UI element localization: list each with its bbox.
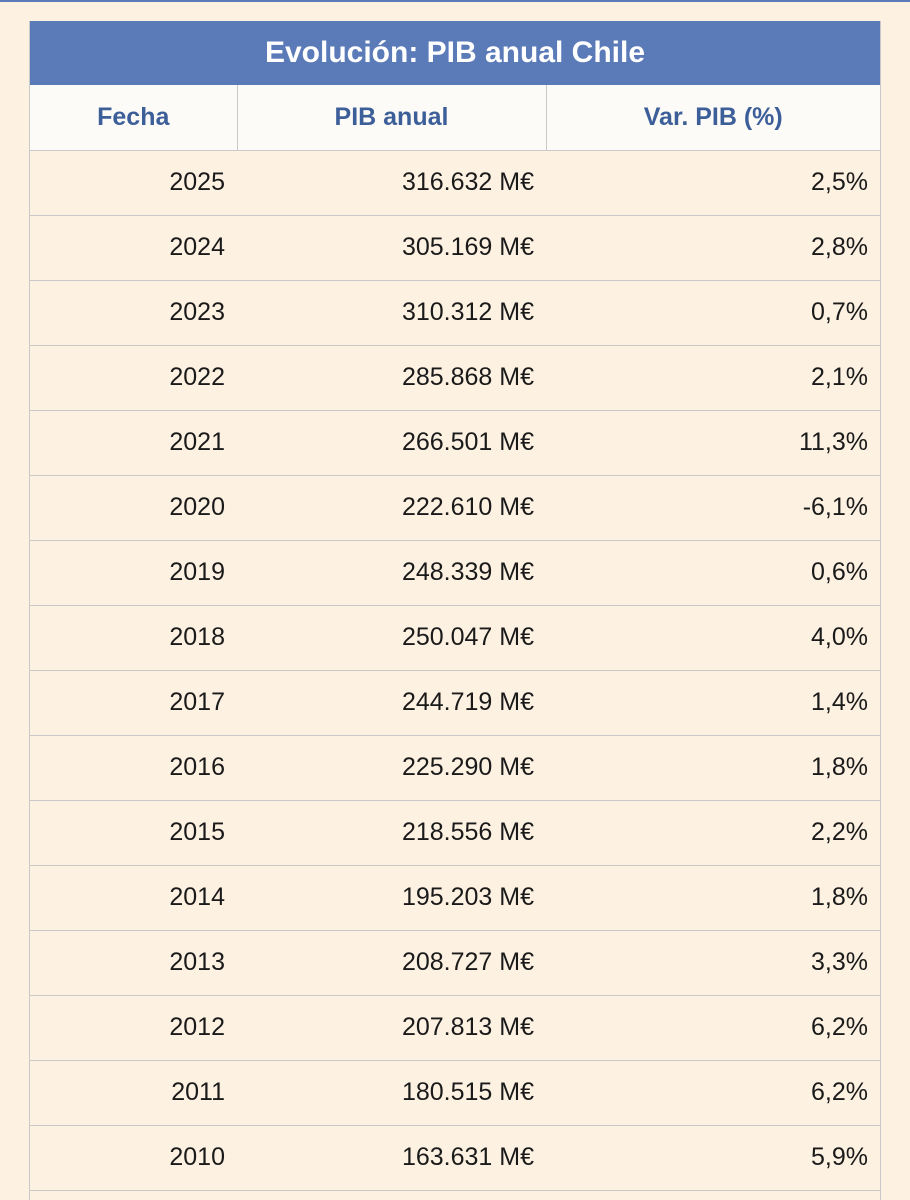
cell-var-pib: 2,2% — [546, 800, 880, 866]
table-row: 2022 285.868 M€ 2,1% — [30, 345, 880, 411]
cell-pib-anual: 218.556 M€ — [237, 800, 546, 866]
table-row: 2012 207.813 M€ 6,2% — [30, 995, 880, 1061]
cell-pib-anual: 266.501 M€ — [237, 410, 546, 476]
gdp-table-container: Evolución: PIB anual Chile Fecha PIB anu… — [29, 21, 881, 1200]
cell-var-pib: 2,1% — [546, 345, 880, 411]
cell-var-pib: 11,3% — [546, 410, 880, 476]
cell-var-pib: 6,2% — [546, 995, 880, 1061]
table-row: 2018 250.047 M€ 4,0% — [30, 605, 880, 671]
cell-pib-anual: 305.169 M€ — [237, 215, 546, 281]
cell-fecha: 2010 — [30, 1125, 237, 1191]
cell-var-pib: 4,0% — [546, 605, 880, 671]
table-row: 2015 218.556 M€ 2,2% — [30, 800, 880, 866]
table-row: 2019 248.339 M€ 0,6% — [30, 540, 880, 606]
cell-pib-anual: 163.631 M€ — [237, 1125, 546, 1191]
cell-var-pib: 5,9% — [546, 1125, 880, 1191]
cell-var-pib: -6,1% — [546, 475, 880, 541]
cell-pib-anual: 225.290 M€ — [237, 735, 546, 801]
cell-var-pib: 3,3% — [546, 930, 880, 996]
table-row: 2025 316.632 M€ 2,5% — [30, 150, 880, 216]
cell-fecha: 2013 — [30, 930, 237, 996]
cell-fecha: 2025 — [30, 150, 237, 216]
cell-var-pib: 0,6% — [546, 540, 880, 606]
table-body: 2025 316.632 M€ 2,5% 2024 305.169 M€ 2,8% 2023… — [30, 150, 880, 1191]
cell-pib-anual: 285.868 M€ — [237, 345, 546, 411]
cell-fecha: 2016 — [30, 735, 237, 801]
table-row: 2021 266.501 M€ 11,3% — [30, 410, 880, 476]
table-row: 2017 244.719 M€ 1,4% — [30, 670, 880, 736]
cell-var-pib: 2,8% — [546, 215, 880, 281]
cell-fecha: 2011 — [30, 1060, 237, 1126]
cell-fecha: 2021 — [30, 410, 237, 476]
table-row: 2010 163.631 M€ 5,9% — [30, 1125, 880, 1191]
cell-var-pib: 1,8% — [546, 865, 880, 931]
cell-var-pib: 1,4% — [546, 670, 880, 736]
gdp-table: Fecha PIB anual Var. PIB (%) 2025 316.632… — [30, 85, 880, 1191]
cell-fecha: 2015 — [30, 800, 237, 866]
cell-fecha: 2019 — [30, 540, 237, 606]
cell-fecha: 2023 — [30, 280, 237, 346]
cell-pib-anual: 310.312 M€ — [237, 280, 546, 346]
cell-fecha: 2018 — [30, 605, 237, 671]
cell-var-pib: 1,8% — [546, 735, 880, 801]
cell-fecha: 2017 — [30, 670, 237, 736]
column-header-var-pib[interactable]: Var. PIB (%) — [545, 85, 880, 151]
table-title: Evolución: PIB anual Chile — [30, 21, 880, 85]
cell-fecha: 2024 — [30, 215, 237, 281]
top-divider — [0, 0, 910, 2]
cell-pib-anual: 248.339 M€ — [237, 540, 546, 606]
table-row: 2023 310.312 M€ 0,7% — [30, 280, 880, 346]
table-row: 2016 225.290 M€ 1,8% — [30, 735, 880, 801]
cell-pib-anual: 244.719 M€ — [237, 670, 546, 736]
table-row: 2011 180.515 M€ 6,2% — [30, 1060, 880, 1126]
cell-pib-anual: 316.632 M€ — [237, 150, 546, 216]
table-row: 2014 195.203 M€ 1,8% — [30, 865, 880, 931]
cell-var-pib: 2,5% — [546, 150, 880, 216]
cell-fecha: 2020 — [30, 475, 237, 541]
cell-pib-anual: 195.203 M€ — [237, 865, 546, 931]
table-row: 2024 305.169 M€ 2,8% — [30, 215, 880, 281]
cell-pib-anual: 250.047 M€ — [237, 605, 546, 671]
cell-pib-anual: 222.610 M€ — [237, 475, 546, 541]
column-header-fecha[interactable]: Fecha — [30, 85, 238, 151]
cell-pib-anual: 208.727 M€ — [237, 930, 546, 996]
cell-fecha: 2012 — [30, 995, 237, 1061]
cell-pib-anual: 207.813 M€ — [237, 995, 546, 1061]
column-header-pib-anual[interactable]: PIB anual — [236, 85, 547, 151]
cell-var-pib: 6,2% — [546, 1060, 880, 1126]
table-row: 2020 222.610 M€ -6,1% — [30, 475, 880, 541]
table-header-row: Fecha PIB anual Var. PIB (%) — [30, 85, 880, 151]
cell-pib-anual: 180.515 M€ — [237, 1060, 546, 1126]
cell-var-pib: 0,7% — [546, 280, 880, 346]
cell-fecha: 2014 — [30, 865, 237, 931]
table-row: 2013 208.727 M€ 3,3% — [30, 930, 880, 996]
cell-fecha: 2022 — [30, 345, 237, 411]
